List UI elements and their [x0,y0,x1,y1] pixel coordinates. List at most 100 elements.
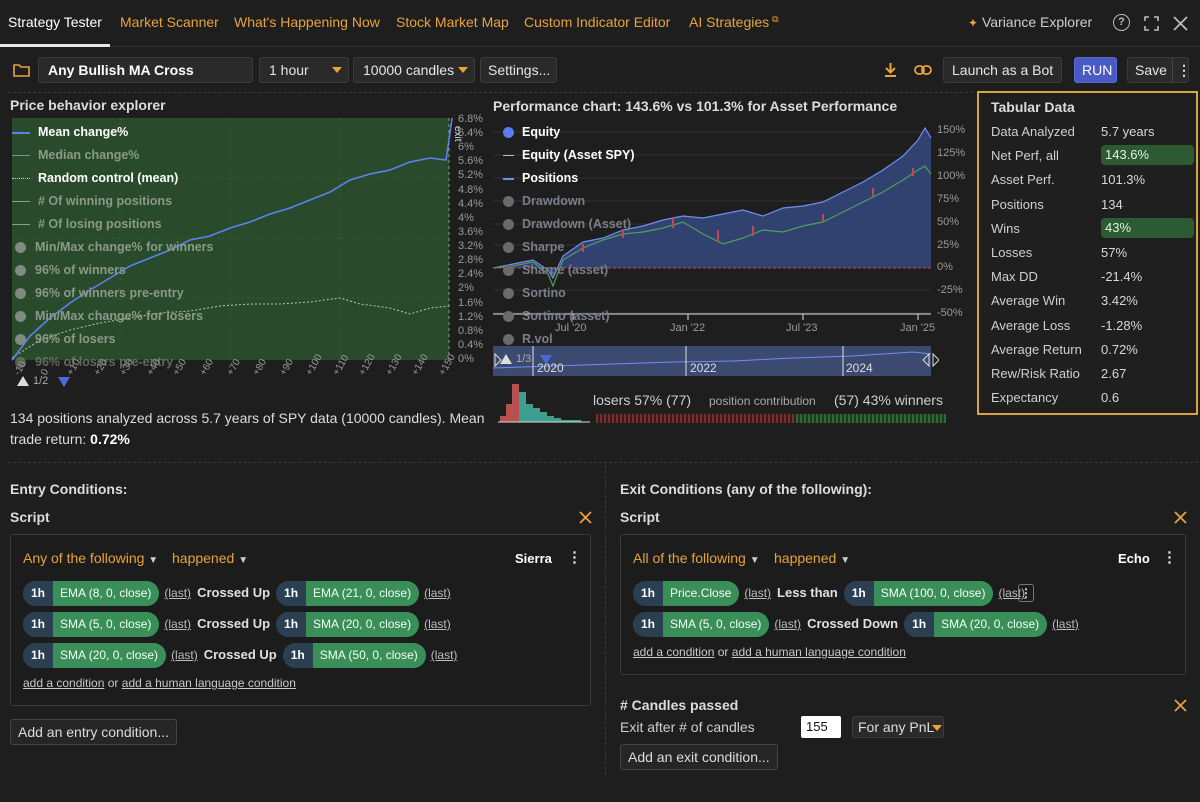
settings-button[interactable]: Settings... [480,57,557,83]
last-link[interactable]: (last) [164,586,192,600]
legend-rvol[interactable]: R.vol [503,332,553,346]
indicator-pill[interactable]: 1h SMA (20, 0, close) [23,643,167,668]
add-human-condition-link[interactable]: add a human language condition [121,676,296,690]
indicator-pill[interactable]: 1h EMA (8, 0, close) [23,581,160,606]
legend-equity[interactable]: Equity [503,125,560,139]
strategy-name-input[interactable]: Any Bullish MA Cross [38,57,253,83]
indicator-pill[interactable]: 1h SMA (20, 0, close) [276,612,420,637]
close-icon[interactable] [579,511,592,524]
legend-mean-change[interactable]: Mean change% [12,125,212,139]
last-link[interactable]: (last) [424,617,451,631]
line-swatch [12,201,30,203]
tab-market-scanner[interactable]: Market Scanner [120,14,219,30]
add-condition-link[interactable]: add a condition [633,645,715,659]
legend-positions[interactable]: Positions [503,171,578,185]
legend-96-losers[interactable]: 96% of losers [12,332,116,346]
legend-96-winners-pre[interactable]: 96% of winners pre-entry [12,286,184,300]
legend-96-winners[interactable]: 96% of winners [12,263,126,277]
performance-chart[interactable] [493,118,933,346]
last-link[interactable]: (last) [424,586,451,600]
operator-label[interactable]: Crossed Down [807,616,899,631]
tab-strategy-tester[interactable]: Strategy Tester [8,14,102,30]
indicator-pill[interactable]: 1h SMA (20, 0, close) [904,612,1048,637]
last-link[interactable]: (last) [171,648,198,662]
add-human-condition-link[interactable]: add a human language condition [731,645,906,659]
price-explorer-chart[interactable] [10,118,465,363]
tab-ai-strategies[interactable]: AI Strategies ⧉ [689,14,779,30]
add-exit-condition-button[interactable]: Add an exit condition... [620,744,778,770]
candles-input[interactable]: 155 [801,716,841,738]
more-icon[interactable]: ⋮ [1162,549,1177,566]
close-icon[interactable] [1174,511,1187,524]
legend-label: # Of winning positions [38,194,173,208]
operator-label[interactable]: Crossed Up [203,647,277,662]
legend-random-control[interactable]: Random control (mean) [12,171,178,185]
indicator-pill[interactable]: 1h Price.Close [633,581,740,606]
last-link[interactable]: (last) [744,586,772,600]
run-button[interactable]: RUN [1074,57,1117,83]
legend-equity-asset[interactable]: Equity (Asset SPY) [503,148,635,162]
legend-sharpe-asset[interactable]: Sharpe (asset) [503,263,608,277]
triangle-down-icon[interactable] [58,377,70,387]
indicator-pill[interactable]: 1h SMA (50, 0, close) [282,643,426,668]
variance-explorer-link[interactable]: ✦ Variance Explorer [968,14,1092,30]
dot-swatch [503,265,514,277]
close-icon[interactable] [1174,699,1187,712]
entry-happened-select[interactable]: happened ▼ [172,550,248,566]
close-icon[interactable] [1173,16,1188,31]
help-icon[interactable]: ? [1113,14,1130,31]
legend-winning-positions[interactable]: # Of winning positions [12,194,172,208]
legend-sortino[interactable]: Sortino [503,286,566,300]
stat-value: 0.6 [1101,390,1120,406]
add-entry-condition-button[interactable]: Add an entry condition... [10,719,177,745]
entry-group-select[interactable]: Any of the following ▼ [23,550,158,566]
operator-label[interactable]: Crossed Up [197,585,271,600]
triangle-up-icon[interactable] [500,354,512,364]
legend-drawdown[interactable]: Drawdown [503,194,585,208]
timeframe-select[interactable]: 1 hour [259,57,349,83]
add-condition-link[interactable]: add a condition [23,676,105,690]
save-button[interactable]: Save ⋮ [1127,57,1191,83]
triangle-up-icon[interactable] [17,376,29,386]
operator-label[interactable]: Crossed Up [197,616,271,631]
legend-sharpe[interactable]: Sharpe [503,240,564,254]
fullscreen-icon[interactable] [1144,16,1159,31]
folder-icon[interactable] [13,63,30,77]
y-tick-label: 150% [937,124,966,136]
triangle-down-icon[interactable] [540,355,552,364]
download-icon[interactable] [883,62,898,78]
indicator-pill[interactable]: 1h SMA (5, 0, close) [633,612,770,637]
legend-minmax-winners[interactable]: Min/Max change% for winners [12,240,214,254]
more-icon[interactable]: ⋮ [1018,584,1034,602]
x-tick-label: Jul '20 [555,322,587,334]
more-icon[interactable]: ⋮ [567,549,582,566]
legend-drawdown-asset[interactable]: Drawdown (Asset) [503,217,631,231]
legend-label: Sharpe (asset) [522,263,609,277]
legend-minmax-losers[interactable]: Min/Max change% for losers [12,309,203,323]
indicator-pill[interactable]: 1h SMA (100, 0, close) [843,581,994,606]
indicator-pill[interactable]: 1h EMA (21, 0, close) [276,581,420,606]
last-link[interactable]: (last) [774,617,802,631]
pnl-select[interactable]: For any PnL [852,716,944,738]
tab-whats-happening-now[interactable]: What's Happening Now [234,14,380,30]
last-link[interactable]: (last) [164,617,192,631]
indicator-pill[interactable]: 1h SMA (5, 0, close) [23,612,160,637]
legend-96-losers-pre[interactable]: 96% of losers pre-entry [12,355,173,369]
legend-median-change[interactable]: Median change% [12,148,139,162]
stat-value: 143.6% [1101,145,1194,166]
last-link[interactable]: (last) [430,648,458,662]
legend-sortino-asset[interactable]: Sortino (asset) [503,309,610,323]
last-link[interactable]: (last) [1052,617,1079,631]
legend-losing-positions[interactable]: # Of losing positions [12,217,162,231]
tab-stock-market-map[interactable]: Stock Market Map [396,14,509,30]
candles-select[interactable]: 10000 candles [353,57,475,83]
timeframe-badge: 1h [633,612,664,637]
exit-group-select[interactable]: All of the following ▼ [633,550,760,566]
range-navigator[interactable] [493,346,939,376]
more-icon[interactable]: ⋮ [1172,58,1191,82]
tab-custom-indicator-editor[interactable]: Custom Indicator Editor [524,14,671,30]
exit-happened-select[interactable]: happened ▼ [774,550,850,566]
link-icon[interactable] [914,63,932,77]
launch-bot-button[interactable]: Launch as a Bot [943,57,1062,83]
operator-label[interactable]: Less than [777,585,838,600]
